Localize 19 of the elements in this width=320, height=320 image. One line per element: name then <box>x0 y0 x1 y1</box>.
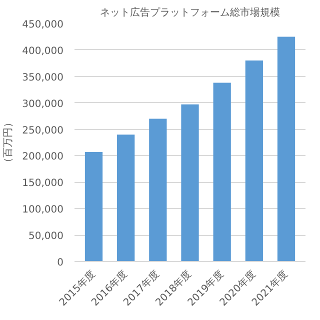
y-tick-label: 150,000 <box>22 178 64 190</box>
y-tick-label: 350,000 <box>22 72 64 84</box>
bar <box>245 60 263 262</box>
bar <box>149 118 167 262</box>
chart-title: ネット広告プラットフォーム総市場規模 <box>100 6 280 18</box>
y-tick-label: 50,000 <box>28 231 64 242</box>
bar <box>213 82 231 262</box>
y-tick-label: 0 <box>57 258 64 268</box>
y-tick-label: 400,000 <box>22 46 64 57</box>
bar <box>277 36 296 262</box>
y-tick-label: 100,000 <box>22 204 64 216</box>
y-tick-label: 300,000 <box>22 98 64 110</box>
y-axis-title: （百万円） <box>3 118 14 168</box>
bar <box>117 134 135 262</box>
y-tick-label: 200,000 <box>22 152 64 163</box>
bar <box>84 152 103 262</box>
y-tick-label: 250,000 <box>22 125 64 136</box>
y-tick-label: 450,000 <box>22 20 64 30</box>
bar <box>181 104 199 262</box>
